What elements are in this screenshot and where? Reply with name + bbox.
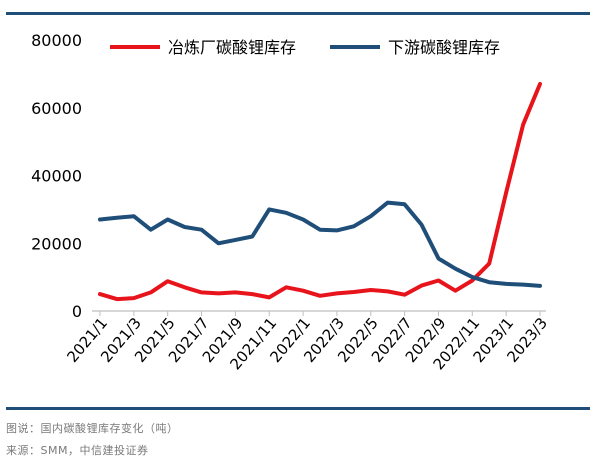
legend-label: 下游碳酸锂库存 (388, 38, 500, 57)
y-tick-label: 60000 (31, 99, 82, 118)
y-axis: 0 20000 40000 60000 80000 (31, 31, 82, 321)
bottom-rule (6, 407, 590, 410)
y-tick-label: 40000 (31, 167, 82, 186)
legend-label: 冶炼厂碳酸锂库存 (168, 38, 296, 57)
source-caption: 来源：SMM，中信建投证券 (6, 444, 149, 457)
series-lines (98, 82, 542, 302)
y-tick-label: 0 (72, 302, 82, 321)
y-tick-label: 80000 (31, 31, 82, 50)
y-tick-label: 20000 (31, 234, 82, 253)
figure-caption: 图说：国内碳酸锂库存变化（吨） (6, 422, 179, 435)
series-line-downstream-inventory (98, 200, 542, 288)
line-chart: 0 20000 40000 60000 80000 2021/12021/32021/5… (31, 31, 551, 373)
top-rule (6, 12, 590, 15)
chart-container: 0 20000 40000 60000 80000 2021/1 2021/3 2021/5… (6, 12, 590, 410)
legend: 冶炼厂碳酸锂库存 下游碳酸锂库存 (110, 38, 500, 57)
x-axis: 2021/12021/32021/52021/72021/92021/11202… (63, 310, 551, 373)
series-line-smelter-inventory (98, 82, 542, 302)
